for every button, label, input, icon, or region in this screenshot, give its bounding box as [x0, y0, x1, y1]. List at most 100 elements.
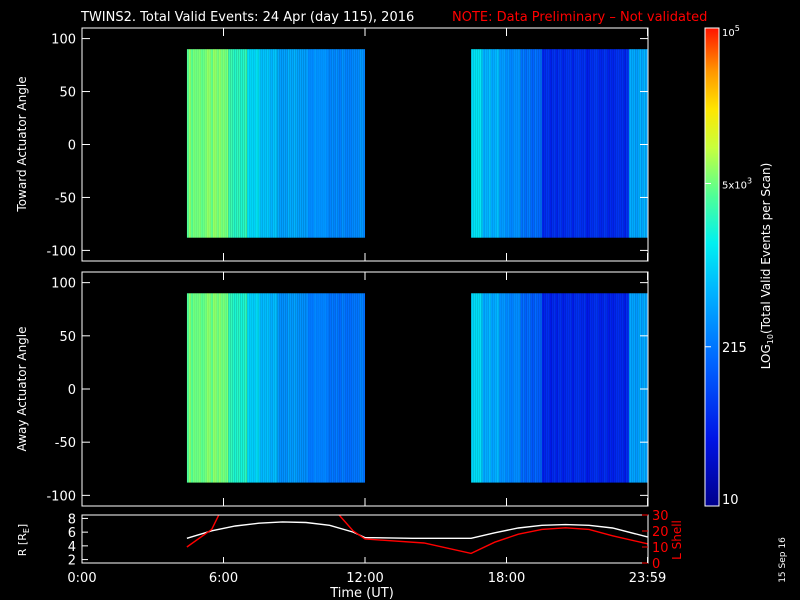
- colorbar-tick-label: 10: [722, 493, 739, 508]
- heatmap-column: [301, 49, 304, 238]
- heatmap-column: [224, 293, 227, 483]
- heatmap-column: [208, 293, 211, 483]
- heatmap-column: [343, 49, 346, 238]
- heatmap-column: [247, 293, 250, 483]
- heatmap-column: [247, 49, 250, 238]
- heatmap-column: [343, 293, 346, 483]
- heatmap-column: [473, 49, 476, 238]
- heatmap-column: [559, 293, 562, 483]
- heatmap-column: [583, 49, 586, 238]
- heatmap-column: [316, 293, 319, 483]
- orbit-ytick-label-right: 20: [652, 525, 669, 540]
- heatmap-column: [208, 49, 211, 238]
- heatmap-column: [561, 49, 564, 238]
- heatmap-column: [583, 293, 586, 483]
- heatmap-column: [486, 49, 489, 238]
- heatmap-column: [577, 293, 580, 483]
- heatmap-column: [264, 49, 267, 238]
- heatmap-column: [492, 49, 495, 238]
- heatmap-column: [295, 49, 298, 238]
- heatmap-column: [355, 49, 358, 238]
- heatmap-column: [623, 293, 626, 483]
- heatmap-column: [625, 293, 628, 483]
- heatmap-column: [498, 49, 500, 238]
- heatmap-column: [190, 293, 193, 483]
- heatmap-column: [242, 293, 245, 483]
- heatmap-column: [363, 49, 366, 238]
- heatmap-column: [230, 49, 233, 238]
- heatmap-column: [605, 293, 608, 483]
- heatmap-column: [593, 293, 596, 483]
- heatmap-column: [551, 293, 554, 483]
- heatmap-column: [637, 49, 640, 238]
- heatmap-column: [240, 293, 243, 483]
- heatmap-column: [224, 49, 227, 238]
- colorbar-tick-label: 105: [722, 24, 740, 39]
- heatmap-column: [471, 293, 474, 483]
- ytick-label: 0: [68, 139, 76, 154]
- heatmap-column: [479, 49, 482, 238]
- heatmap-column: [220, 293, 223, 483]
- heatmap-column: [477, 49, 480, 238]
- heatmap-column: [226, 293, 229, 483]
- heatmap-column: [603, 293, 606, 483]
- heatmap-column: [353, 49, 356, 238]
- heatmap-column: [326, 49, 329, 238]
- heatmap-column: [541, 293, 544, 483]
- heatmap-column: [528, 49, 531, 238]
- heatmap-column: [484, 293, 487, 483]
- heatmap-column: [515, 49, 518, 238]
- heatmap-column: [202, 293, 205, 483]
- colorbar-tick-label: 215: [722, 341, 747, 356]
- heatmap-column: [306, 293, 309, 483]
- heatmap-column: [255, 293, 258, 483]
- heatmap-column: [627, 293, 630, 483]
- heatmap-column: [532, 293, 535, 483]
- heatmap-column: [192, 293, 195, 483]
- heatmap-column: [617, 49, 620, 238]
- heatmap-column: [210, 293, 213, 483]
- heatmap-column: [503, 49, 506, 238]
- heatmap-column: [482, 293, 485, 483]
- heatmap-column: [363, 293, 366, 483]
- lshell-line: [186, 515, 648, 555]
- heatmap-column: [494, 293, 497, 483]
- heatmap-column: [519, 293, 521, 483]
- heatmap-column: [297, 293, 300, 483]
- heatmap-column: [276, 293, 278, 483]
- heatmap-column: [507, 49, 510, 238]
- heatmap-column: [619, 293, 622, 483]
- preliminary-note: NOTE: Data Preliminary – Not validated: [452, 10, 707, 25]
- heatmap-column: [274, 293, 277, 483]
- heatmap-column: [517, 293, 520, 483]
- heatmap-column: [314, 49, 317, 238]
- heatmap-column: [565, 49, 568, 238]
- heatmap-column: [318, 293, 321, 483]
- heatmap-column: [244, 293, 247, 483]
- heatmap-column: [238, 293, 241, 483]
- heatmap-column: [289, 49, 292, 238]
- colorbar-label: LOG10(Total Valid Events per Scan): [759, 163, 775, 370]
- heatmap-column: [617, 293, 620, 483]
- heatmap-column: [216, 293, 219, 483]
- heatmap-column: [279, 293, 282, 483]
- heatmap-column: [285, 293, 288, 483]
- heatmap-column: [471, 49, 474, 238]
- heatmap-column: [611, 293, 614, 483]
- orbit-ylabel-left: R [RE]: [16, 524, 31, 556]
- heatmap-column: [524, 293, 527, 483]
- heatmap-column: [530, 49, 533, 238]
- heatmap-column: [532, 49, 535, 238]
- heatmap-column: [240, 49, 243, 238]
- heatmap-column: [505, 49, 508, 238]
- heatmap-column: [643, 49, 646, 238]
- heatmap-column: [232, 293, 235, 483]
- heatmap-column: [322, 293, 325, 483]
- heatmap-column: [496, 293, 499, 483]
- heatmap-column: [337, 49, 340, 238]
- heatmap-column: [513, 293, 516, 483]
- heatmap-column: [246, 293, 248, 483]
- heatmap-column: [196, 49, 199, 238]
- colorbar-tick-base: 10: [722, 493, 739, 508]
- heatmap-column: [249, 293, 252, 483]
